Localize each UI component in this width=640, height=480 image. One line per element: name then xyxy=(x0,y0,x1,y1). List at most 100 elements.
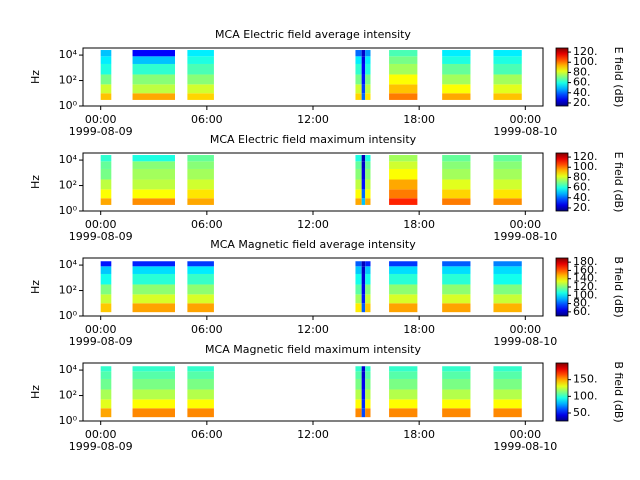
spectrogram-cell xyxy=(493,371,522,379)
y-axis-label: Hz xyxy=(29,280,42,294)
colorbar-tick-label: 80. xyxy=(573,297,591,310)
spectrogram-cell xyxy=(132,389,175,400)
spectrogram-cell xyxy=(365,63,371,75)
x-tick-label: 06:00 xyxy=(191,323,223,336)
y-axis-label: Hz xyxy=(29,385,42,399)
spectrogram-cell xyxy=(132,189,175,199)
x-tick-label: 00:00 xyxy=(509,323,541,336)
date-label: 1999-08-10 xyxy=(493,440,557,453)
spectrogram-cell xyxy=(355,189,362,199)
colorbar-tick-label: 40. xyxy=(573,191,591,204)
spectrogram-cell xyxy=(132,284,175,295)
spectrogram-cell xyxy=(187,155,214,162)
spectrogram-cell xyxy=(493,273,522,285)
spectrogram-cell xyxy=(442,266,471,274)
spectrogram-cell xyxy=(442,399,471,409)
spectrogram-cell xyxy=(365,261,371,267)
spectrogram-cell xyxy=(355,266,362,274)
spectrogram-cell xyxy=(100,303,112,313)
spectrogram-cell xyxy=(442,56,471,64)
spectrogram-cell xyxy=(389,189,418,199)
spectrogram-cell xyxy=(442,284,471,295)
spectrogram-cell xyxy=(365,378,371,390)
spectrogram-cell xyxy=(187,408,214,418)
colorbar-tick-label: 120. xyxy=(573,280,598,293)
spectrogram-cell xyxy=(365,198,371,205)
spectrogram-cell xyxy=(187,84,214,94)
spectrogram-cell xyxy=(365,74,371,85)
spectrogram-cell xyxy=(100,261,112,267)
spectrogram-cell xyxy=(389,168,418,180)
spectrogram-cell xyxy=(132,179,175,190)
spectrogram-cell xyxy=(187,378,214,390)
spectrogram-cell xyxy=(100,74,112,85)
x-tick-label: 12:00 xyxy=(297,428,329,441)
spectrogram-cell xyxy=(355,198,362,205)
spectrogram-cell xyxy=(389,63,418,75)
spectrogram-cell xyxy=(365,389,371,400)
spectrogram-cell xyxy=(493,74,522,85)
spectrogram-cell xyxy=(361,155,366,162)
spectrogram-cell xyxy=(389,378,418,390)
spectrogram-cell xyxy=(361,63,366,75)
spectrogram-cell xyxy=(361,189,366,199)
spectrogram-cell xyxy=(365,155,371,162)
spectrogram-cell xyxy=(100,366,112,372)
spectrogram-cell xyxy=(361,408,366,418)
spectrogram-cell xyxy=(361,74,366,85)
spectrogram-cell xyxy=(187,50,214,57)
spectrogram-cell xyxy=(442,389,471,400)
spectrogram-cell xyxy=(187,261,214,267)
colorbar-tick-label: 20. xyxy=(573,201,591,214)
spectrogram-cell xyxy=(100,161,112,169)
spectrogram-cell xyxy=(493,84,522,94)
spectrogram-cell xyxy=(361,168,366,180)
date-label: 1999-08-09 xyxy=(69,125,133,138)
spectrogram-cell xyxy=(187,198,214,205)
spectrogram-cell xyxy=(132,399,175,409)
spectrogram-cell xyxy=(361,161,366,169)
spectrogram-cell xyxy=(100,284,112,295)
spectrogram-cell xyxy=(361,294,366,304)
spectrogram-cell xyxy=(187,179,214,190)
spectrogram-cell xyxy=(361,266,366,274)
spectrogram-cell xyxy=(187,74,214,85)
spectrogram-cell xyxy=(493,50,522,57)
spectrogram-cell xyxy=(187,399,214,409)
spectrogram-cell xyxy=(365,399,371,409)
colorbar-tick-label: 80. xyxy=(573,65,591,78)
spectrogram-cell xyxy=(361,303,366,313)
spectrogram-cell xyxy=(389,56,418,64)
spectrogram-cell xyxy=(365,179,371,190)
spectrogram-cell xyxy=(132,84,175,94)
spectrogram-cell xyxy=(100,189,112,199)
spectrogram-cell xyxy=(389,161,418,169)
spectrogram-cell xyxy=(389,399,418,409)
spectrogram-cell xyxy=(100,378,112,390)
spectrogram-cell xyxy=(355,389,362,400)
spectrogram-cell xyxy=(187,93,214,100)
date-label: 1999-08-09 xyxy=(69,440,133,453)
x-tick-label: 18:00 xyxy=(403,428,435,441)
y-tick-label: 10² xyxy=(59,284,77,297)
spectrogram-cell xyxy=(361,84,366,94)
panel-title: MCA Magnetic field average intensity xyxy=(210,238,416,251)
spectrogram-cell xyxy=(100,50,112,57)
spectrogram-cell xyxy=(355,63,362,75)
spectrogram-cell xyxy=(100,408,112,418)
spectrogram-cell xyxy=(100,168,112,180)
colorbar xyxy=(555,47,569,107)
colorbar xyxy=(555,362,569,422)
spectrogram-cell xyxy=(361,284,366,295)
spectrogram-cell xyxy=(355,371,362,379)
spectrogram-cell xyxy=(493,168,522,180)
spectrogram-cell xyxy=(442,371,471,379)
x-tick-label: 00:00 xyxy=(85,323,117,336)
y-tick-label: 10⁴ xyxy=(59,153,78,166)
x-tick-label: 18:00 xyxy=(403,218,435,231)
date-label: 1999-08-09 xyxy=(69,230,133,243)
spectrogram-cell xyxy=(100,198,112,205)
spectrogram-cell xyxy=(442,168,471,180)
spectrogram-cell xyxy=(355,284,362,295)
